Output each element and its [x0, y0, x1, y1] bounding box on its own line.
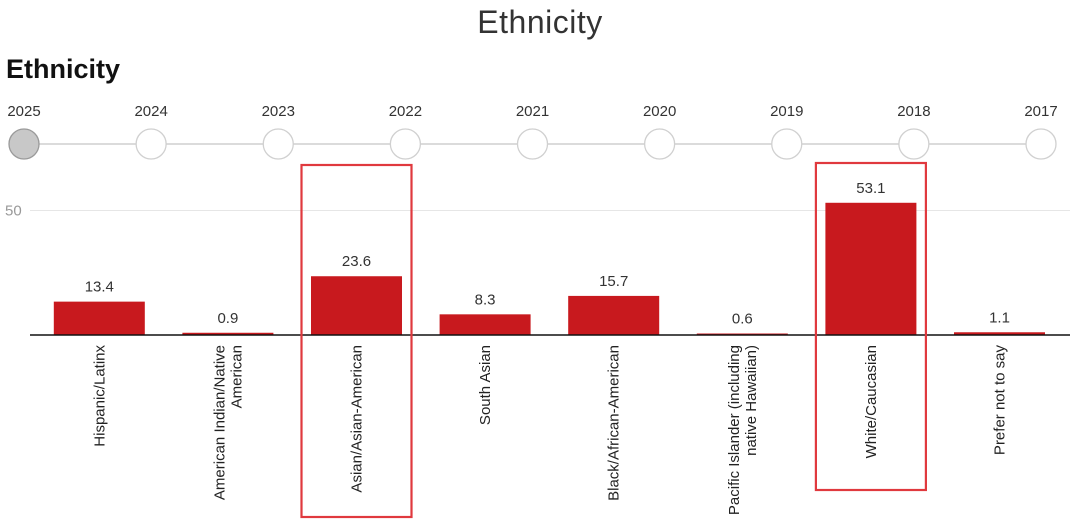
ethnicity-bar-chart: 50 13.4 Hispanic/Latinx 0.9 American Indian/… — [5, 161, 1070, 519]
highlight-box — [814, 161, 928, 492]
timeline-year-2017[interactable] — [1025, 128, 1057, 160]
x-category-label-line: American Indian/Native — [211, 345, 228, 500]
x-category-label: South Asian — [477, 345, 494, 425]
bar-value-label: 15.7 — [599, 273, 628, 290]
bar-value-label: 0.9 — [217, 310, 238, 327]
timeline-year-label: 2017 — [1024, 103, 1057, 120]
x-category-label: Prefer not to say — [992, 345, 1009, 456]
x-category-label-line: American — [228, 345, 245, 408]
timeline-year-2018[interactable] — [898, 128, 930, 160]
timeline-year-label: 2023 — [262, 103, 295, 120]
x-category-label-line: Pacific Islander (including — [726, 345, 743, 515]
x-category-label-line: Hispanic/Latinx — [91, 345, 108, 447]
timeline-year-label: 2020 — [643, 103, 676, 120]
timeline-year-label: 2022 — [389, 103, 422, 120]
bar — [182, 332, 274, 335]
bar-value-label: 8.3 — [475, 291, 496, 308]
timeline-year-2022[interactable] — [389, 128, 422, 160]
bar — [825, 202, 917, 335]
highlight-box — [300, 163, 413, 519]
timeline-year-2024[interactable] — [135, 128, 167, 160]
bar-value-label: 53.1 — [856, 180, 885, 197]
bar — [439, 314, 531, 335]
timeline-year-label: 2025 — [7, 103, 40, 120]
x-category-label-line: Prefer not to say — [992, 345, 1009, 456]
timeline-year-label: 2018 — [897, 103, 930, 120]
x-category-label-line: White/Caucasian — [863, 345, 880, 458]
x-category-label: Black/African-American — [606, 345, 623, 501]
timeline-year-label: 2019 — [770, 103, 803, 120]
bar-value-label: 13.4 — [85, 279, 114, 296]
bar-value-label: 1.1 — [989, 309, 1010, 326]
bar — [311, 276, 402, 335]
page-title: Ethnicity — [477, 4, 603, 40]
bar-value-label: 23.6 — [342, 253, 371, 270]
chart-heading: Ethnicity — [6, 54, 121, 84]
x-category-label: American Indian/Native American — [211, 345, 245, 500]
y-tick-label: 50 — [5, 203, 22, 220]
bar-value-label: 0.6 — [732, 311, 753, 328]
timeline-year-2020[interactable] — [643, 128, 676, 160]
x-category-label-line: Black/African-American — [606, 345, 623, 501]
x-category-label-line: South Asian — [477, 345, 494, 425]
bar — [954, 332, 1045, 335]
timeline-year-2021[interactable] — [516, 128, 549, 160]
x-category-label: White/Caucasian — [863, 345, 880, 458]
bar — [53, 301, 145, 335]
timeline-year-2023[interactable] — [262, 128, 294, 160]
x-category-label: Pacific Islander (including native Hawaii… — [726, 345, 760, 515]
timeline-year-label: 2024 — [134, 103, 167, 120]
timeline-year-2019[interactable] — [771, 128, 803, 160]
bar — [568, 295, 660, 335]
x-category-label: Hispanic/Latinx — [91, 345, 108, 447]
year-timeline: 2025 2024 2023 2022 2021 2020 2019 2018 2017 — [7, 103, 1058, 160]
x-category-label-line: native Hawaiian) — [743, 345, 760, 456]
x-category-label-line: Asian/Asian-American — [349, 345, 366, 493]
timeline-year-label: 2021 — [516, 103, 549, 120]
x-category-label: Asian/Asian-American — [349, 345, 366, 493]
timeline-year-2025[interactable] — [8, 128, 40, 160]
